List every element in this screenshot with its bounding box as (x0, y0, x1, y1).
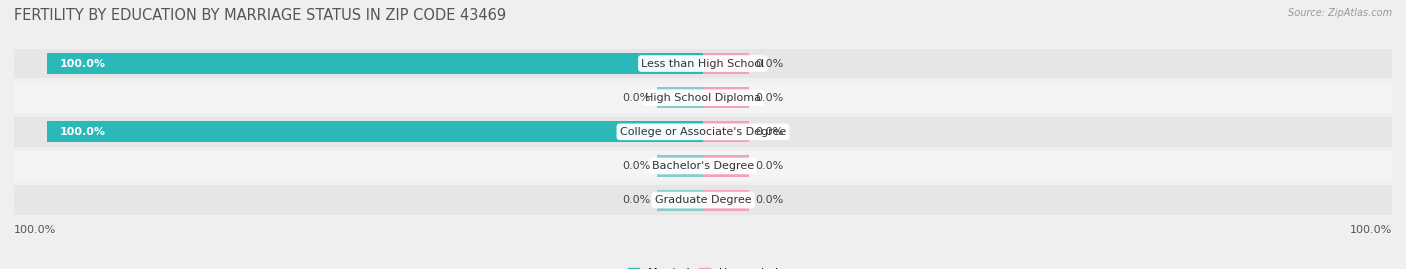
Bar (14, 185, 1392, 215)
Text: 100.0%: 100.0% (60, 127, 105, 137)
Bar (46, 121, 703, 142)
Text: Bachelor's Degree: Bachelor's Degree (652, 161, 754, 171)
Bar (14, 49, 1392, 78)
Text: 0.0%: 0.0% (755, 93, 783, 103)
Text: 0.0%: 0.0% (755, 59, 783, 69)
Bar (703, 155, 749, 176)
Bar (14, 117, 1392, 147)
Text: High School Diploma: High School Diploma (645, 93, 761, 103)
Text: 0.0%: 0.0% (755, 161, 783, 171)
Bar (14, 151, 1392, 181)
Bar (703, 189, 749, 211)
Text: College or Associate's Degree: College or Associate's Degree (620, 127, 786, 137)
Legend: Married, Unmarried: Married, Unmarried (623, 263, 783, 269)
Text: 0.0%: 0.0% (623, 93, 651, 103)
Text: Source: ZipAtlas.com: Source: ZipAtlas.com (1288, 8, 1392, 18)
Text: Less than High School: Less than High School (641, 59, 765, 69)
Text: 100.0%: 100.0% (60, 59, 105, 69)
Bar (46, 53, 703, 74)
Text: 100.0%: 100.0% (1350, 225, 1392, 235)
Bar (703, 121, 749, 142)
Bar (657, 189, 703, 211)
Bar (657, 87, 703, 108)
Text: 0.0%: 0.0% (755, 195, 783, 205)
Text: 0.0%: 0.0% (755, 127, 783, 137)
Bar (657, 155, 703, 176)
Text: FERTILITY BY EDUCATION BY MARRIAGE STATUS IN ZIP CODE 43469: FERTILITY BY EDUCATION BY MARRIAGE STATU… (14, 8, 506, 23)
Bar (703, 53, 749, 74)
Bar (14, 83, 1392, 112)
Text: Graduate Degree: Graduate Degree (655, 195, 751, 205)
Text: 0.0%: 0.0% (623, 195, 651, 205)
Bar (703, 87, 749, 108)
Text: 0.0%: 0.0% (623, 161, 651, 171)
Text: 100.0%: 100.0% (14, 225, 56, 235)
